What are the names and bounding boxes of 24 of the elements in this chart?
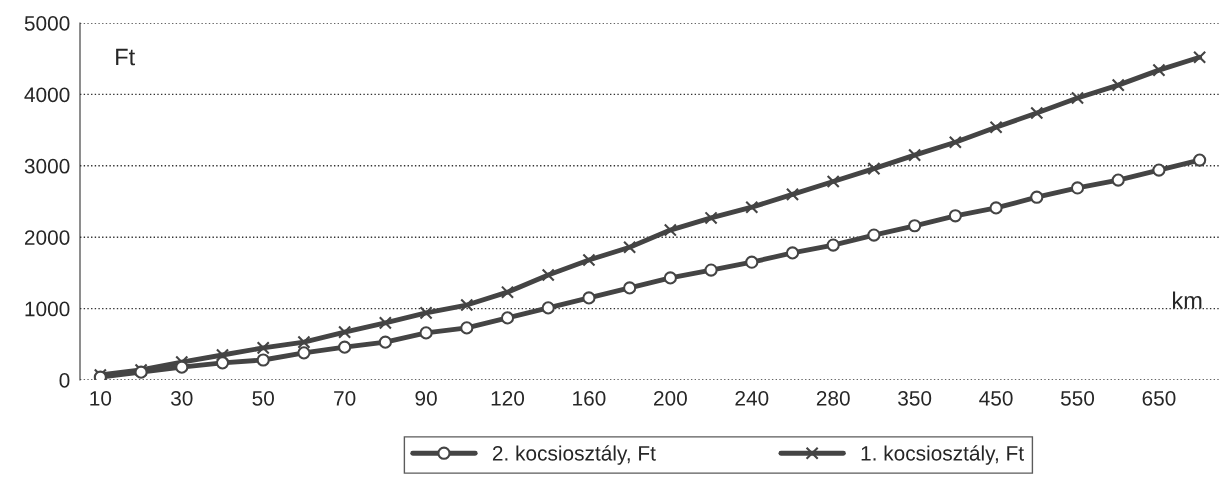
y-tick-label: 1000 bbox=[25, 301, 70, 317]
y-tick-label: 0 bbox=[59, 373, 70, 388]
x-axis-title: km bbox=[1173, 291, 1202, 309]
y-tick-label: 2000 bbox=[24, 230, 70, 245]
legend-label: 2. kocsiosztály, Ft bbox=[492, 445, 656, 465]
y-tick-label: 4000 bbox=[24, 87, 70, 103]
y-axis-title: Ft bbox=[116, 48, 136, 66]
x-tick-label: 280 bbox=[816, 390, 850, 406]
x-tick-label: 160 bbox=[573, 390, 606, 406]
x-tick-label: 120 bbox=[491, 390, 525, 406]
y-tick-label: 5000 bbox=[24, 16, 70, 31]
x-tick-label: 450 bbox=[979, 390, 1013, 406]
x-tick-label: 50 bbox=[252, 390, 274, 406]
x-tick-label: 90 bbox=[415, 390, 437, 406]
x-tick-label: 240 bbox=[735, 390, 769, 406]
x-tick-label: 30 bbox=[170, 390, 193, 406]
x-tick-label: 10 bbox=[90, 390, 112, 406]
x-tick-label: 350 bbox=[898, 390, 932, 406]
y-tick-label: 3000 bbox=[24, 158, 70, 174]
x-tick-label: 550 bbox=[1060, 390, 1095, 406]
x-tick-label: 200 bbox=[654, 390, 687, 406]
x-tick-label: 70 bbox=[334, 390, 356, 406]
legend-label: 1. kocsiosztály, Ft bbox=[861, 445, 1024, 465]
x-tick-label: 650 bbox=[1142, 390, 1176, 406]
